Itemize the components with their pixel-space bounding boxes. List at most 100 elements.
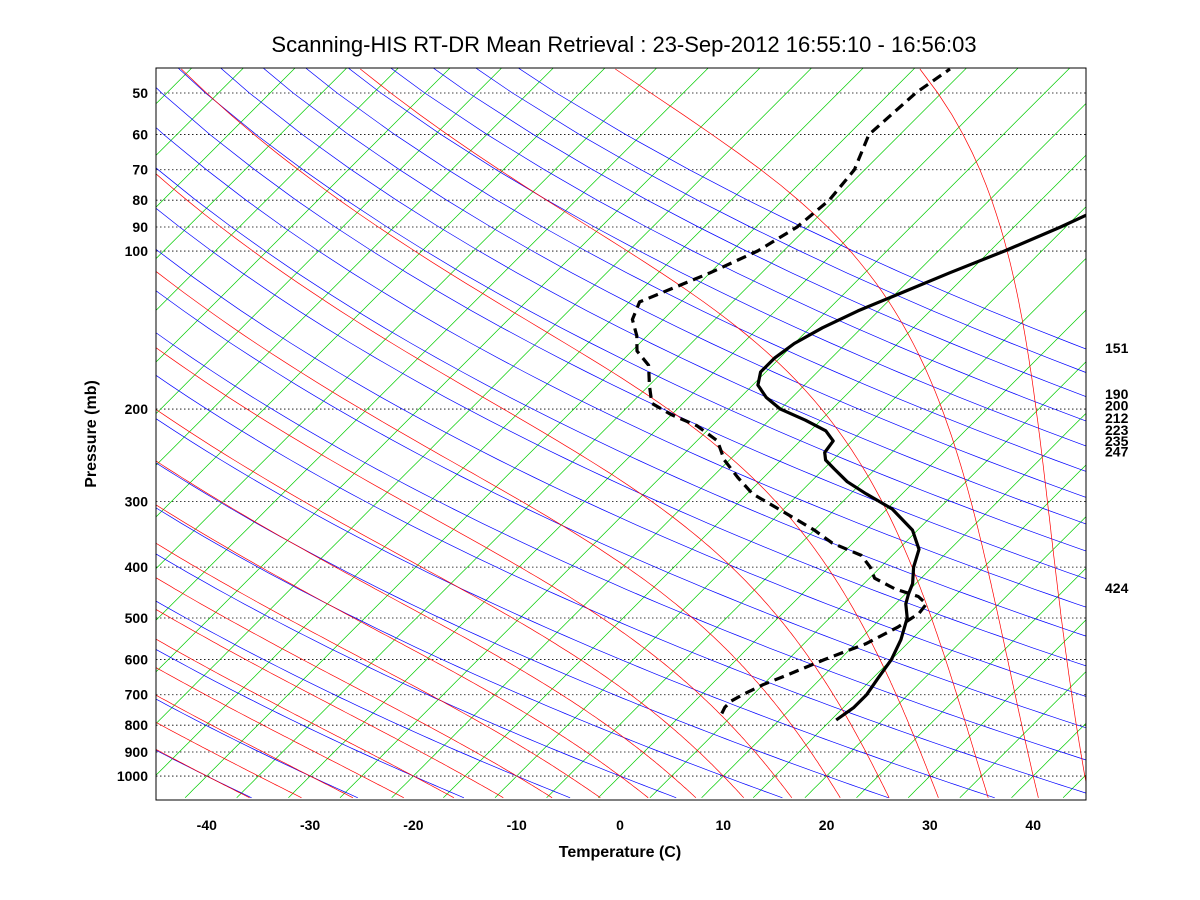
isotherm-line xyxy=(156,68,761,673)
x-tick-label: 40 xyxy=(1025,817,1041,833)
moist-adiabat-line xyxy=(181,68,939,798)
dry-adiabat-line xyxy=(220,68,1086,525)
right-level-label: 247 xyxy=(1105,444,1129,460)
isotherm-line xyxy=(236,68,967,799)
moist-adiabat-line xyxy=(156,722,302,799)
dry-adiabat-line xyxy=(156,600,571,799)
right-level-label: 190 xyxy=(1105,386,1129,402)
isotherm-line xyxy=(156,68,658,570)
isotherm-line xyxy=(156,68,709,621)
x-tick-label: -20 xyxy=(403,817,423,833)
plot-frame xyxy=(155,67,1087,801)
thermo-background-lines xyxy=(0,42,1086,799)
isotherm-line xyxy=(1011,722,1086,799)
dry-adiabat-line xyxy=(156,207,1086,667)
right-level-label: 424 xyxy=(1105,580,1129,596)
y-tick-label: 300 xyxy=(125,494,149,510)
dry-adiabat-line xyxy=(156,290,1086,729)
profile-lines xyxy=(630,68,1086,722)
dry-adiabat-line xyxy=(156,649,465,799)
isotherm-line xyxy=(546,257,1086,799)
y-tick-label: 60 xyxy=(132,127,148,143)
y-tick-label: 900 xyxy=(125,744,149,760)
y-tick-label: 1000 xyxy=(117,768,148,784)
isotherm-line xyxy=(184,68,916,799)
isobar-gridlines xyxy=(156,92,1086,777)
isotherm-line xyxy=(339,68,1071,799)
dewpoint-profile-line xyxy=(630,68,951,715)
x-tick-label: 30 xyxy=(922,817,938,833)
isotherm-line xyxy=(156,68,244,156)
moist-adiabat-line xyxy=(156,609,504,799)
dry-adiabat-line xyxy=(517,68,1086,350)
moist-adiabat-line xyxy=(156,694,354,799)
isotherm-line xyxy=(156,68,296,208)
x-tick-label: -40 xyxy=(197,817,217,833)
y-tick-label: 800 xyxy=(125,717,149,733)
isotherm-line xyxy=(288,68,1019,799)
isotherm-line xyxy=(156,68,606,518)
y-tick-label: 80 xyxy=(132,192,148,208)
dry-adiabat-line xyxy=(156,698,358,799)
x-axis-ticks: -40 -30 -20 -10 0 10 20 30 40 xyxy=(197,817,1042,833)
x-tick-label: -10 xyxy=(507,817,527,833)
moist-adiabat-line xyxy=(156,504,649,799)
right-level-label: 151 xyxy=(1105,340,1129,356)
chart-title: Scanning-HIS RT-DR Mean Retrieval : 23-S… xyxy=(271,32,976,57)
x-tick-label: 20 xyxy=(819,817,835,833)
dry-adiabat-line xyxy=(156,749,252,799)
y-axis-ticks: 50 60 70 80 90 100 200 300 400 500 600 700 800 900 100… xyxy=(117,85,148,784)
moist-adiabat-line xyxy=(156,460,697,799)
isotherm-line xyxy=(156,68,813,725)
isotherm-line xyxy=(156,68,554,466)
dry-adiabat-line xyxy=(177,68,1086,552)
right-level-label: 212 xyxy=(1105,410,1129,426)
isotherm-line xyxy=(156,68,864,776)
x-tick-label: -30 xyxy=(300,817,320,833)
moist-adiabat-line xyxy=(156,270,841,798)
moist-adiabat-line xyxy=(156,409,744,799)
x-axis-label: Temperature (C) xyxy=(559,844,681,861)
y-tick-label: 500 xyxy=(125,610,149,626)
y-tick-label: 50 xyxy=(132,85,148,101)
y-tick-label: 200 xyxy=(125,401,149,417)
moist-adiabat-line xyxy=(156,542,601,799)
isotherm-line xyxy=(0,42,11,798)
isotherm-line xyxy=(804,516,1086,799)
isotherm-line xyxy=(0,42,63,798)
isotherm-line xyxy=(391,102,1086,799)
dry-adiabat-line xyxy=(156,418,995,799)
y-tick-label: 90 xyxy=(132,219,148,235)
dry-adiabat-line xyxy=(156,374,1086,794)
dry-adiabat-line xyxy=(156,332,1086,761)
y-tick-label: 400 xyxy=(125,559,149,575)
isotherm-line xyxy=(156,68,193,105)
moist-adiabat-line xyxy=(156,173,890,798)
x-tick-label: 10 xyxy=(716,817,732,833)
dry-adiabat-line xyxy=(156,167,1086,637)
right-level-label: 223 xyxy=(1105,422,1129,438)
dry-adiabat-line xyxy=(156,127,1086,608)
y-tick-label: 700 xyxy=(125,687,149,703)
y-axis-label: Pressure (mb) xyxy=(83,380,100,488)
dry-adiabat-line xyxy=(156,462,889,799)
dry-adiabat-line xyxy=(305,68,1086,472)
dry-adiabat-line xyxy=(347,68,1086,447)
moist-adiabat-line xyxy=(156,638,455,799)
isotherm-line xyxy=(494,206,1086,799)
moist-adiabat-line xyxy=(919,68,1086,785)
isotherm-line xyxy=(959,671,1086,799)
moist-adiabat-line xyxy=(156,347,793,799)
y-tick-label: 100 xyxy=(125,243,149,259)
dry-adiabat-line xyxy=(156,507,783,799)
isotherm-line xyxy=(856,567,1086,799)
dry-adiabat-line xyxy=(156,553,677,799)
dry-adiabat-line xyxy=(156,248,1086,697)
dry-adiabat-line xyxy=(262,68,1086,498)
y-tick-label: 70 xyxy=(132,162,148,178)
moist-adiabat-line xyxy=(615,68,1039,798)
y-tick-label: 600 xyxy=(125,652,149,668)
right-level-label: 200 xyxy=(1105,398,1129,414)
